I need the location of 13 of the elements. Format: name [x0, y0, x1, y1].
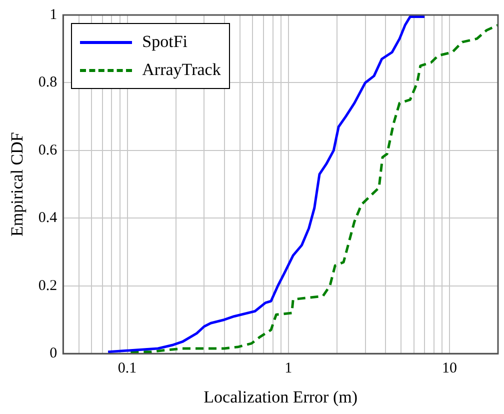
y-tick-label: 0.8 [38, 74, 58, 91]
x-tick-label: 1 [284, 360, 292, 377]
y-tick-label: 0.6 [38, 142, 58, 158]
legend-label: SpotFi [142, 31, 188, 53]
y-axis-title: Empirical CDF [8, 132, 27, 236]
legend-label: ArrayTrack [142, 59, 221, 81]
x-axis-title: Localization Error (m) [204, 387, 358, 406]
y-tick-label: 0.2 [38, 278, 58, 294]
y-tick-label: 1 [50, 6, 58, 23]
x-tick-label: 10 [442, 360, 457, 377]
y-tick-label: 0 [50, 346, 58, 362]
x-tick-label: 0.1 [118, 360, 137, 377]
y-tick-label: 0.4 [38, 210, 58, 226]
